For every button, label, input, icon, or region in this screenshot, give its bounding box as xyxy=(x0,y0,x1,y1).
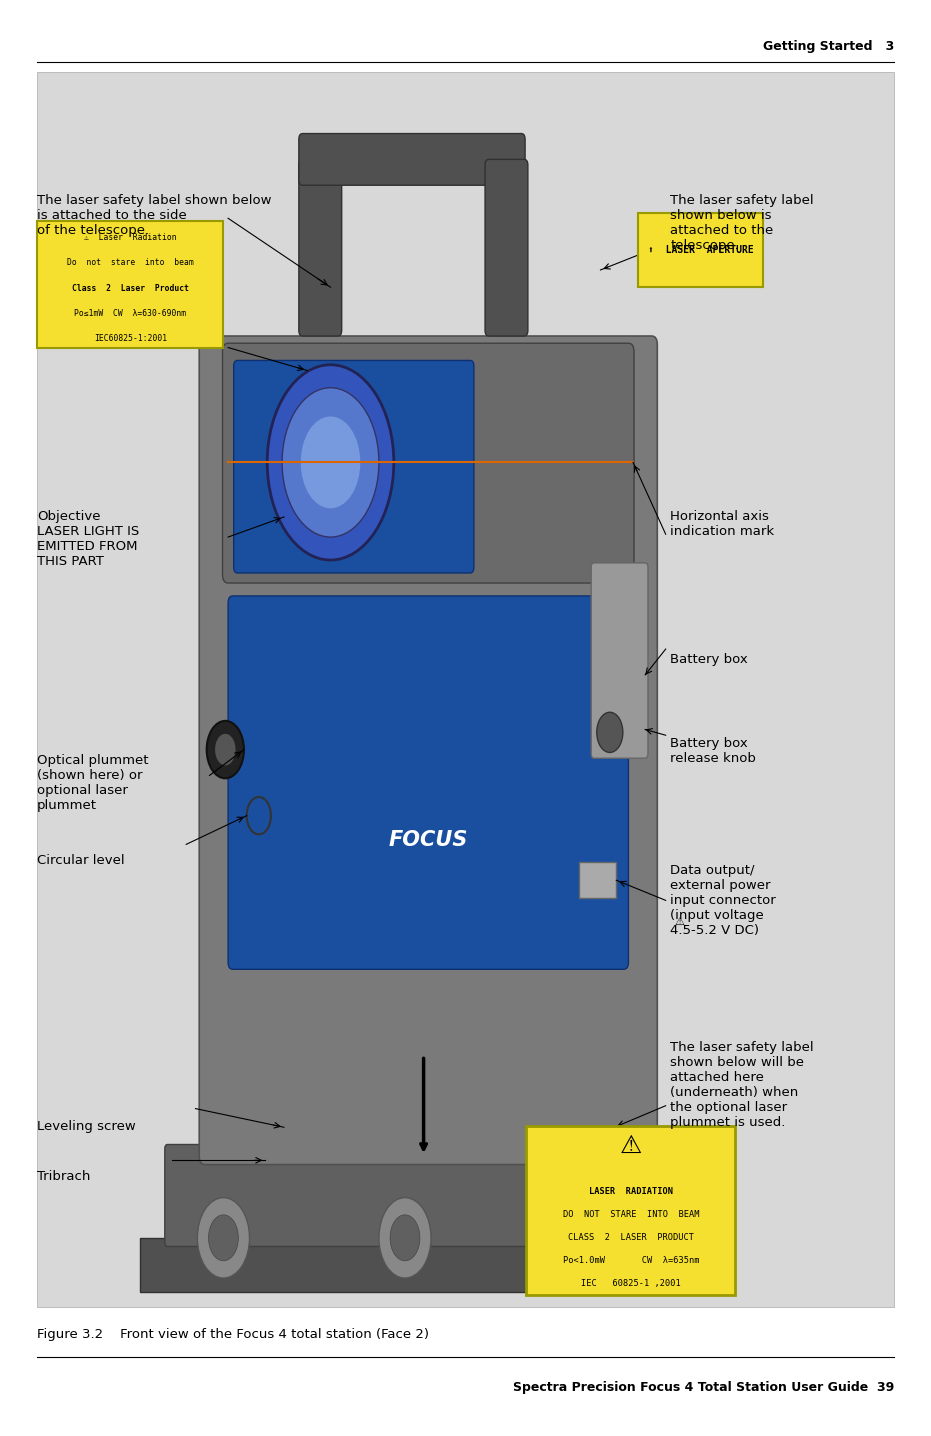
Circle shape xyxy=(390,1215,420,1261)
Text: IEC60825-1:2001: IEC60825-1:2001 xyxy=(94,335,167,343)
Text: ⬆  LASER  APERTURE: ⬆ LASER APERTURE xyxy=(648,246,753,254)
Text: The laser safety label
shown below will be
attached here
(underneath) when
the o: The laser safety label shown below will … xyxy=(670,1041,814,1129)
Text: Tribrach: Tribrach xyxy=(37,1170,90,1183)
Circle shape xyxy=(207,721,244,778)
Text: Class  2  Laser  Product: Class 2 Laser Product xyxy=(72,284,189,293)
Text: IEC   60825-1 ,2001: IEC 60825-1 ,2001 xyxy=(581,1279,681,1288)
FancyBboxPatch shape xyxy=(299,159,342,336)
Circle shape xyxy=(567,1215,597,1261)
Text: ⚠: ⚠ xyxy=(674,918,684,926)
Text: DO  NOT  STARE  INTO  BEAM: DO NOT STARE INTO BEAM xyxy=(562,1211,699,1219)
Text: Objective
LASER LIGHT IS
EMITTED FROM
THIS PART: Objective LASER LIGHT IS EMITTED FROM TH… xyxy=(37,510,140,567)
Text: Battery box
release knob: Battery box release knob xyxy=(670,737,756,764)
FancyBboxPatch shape xyxy=(638,213,763,287)
Text: Horizontal axis
indication mark: Horizontal axis indication mark xyxy=(670,510,775,537)
FancyBboxPatch shape xyxy=(526,1126,735,1295)
Text: Getting Started   3: Getting Started 3 xyxy=(762,40,894,53)
Circle shape xyxy=(379,1198,431,1278)
Circle shape xyxy=(267,365,394,560)
FancyBboxPatch shape xyxy=(165,1144,654,1246)
Text: Figure 3.2    Front view of the Focus 4 total station (Face 2): Figure 3.2 Front view of the Focus 4 tot… xyxy=(37,1328,429,1341)
Circle shape xyxy=(597,712,623,752)
Text: Battery box: Battery box xyxy=(670,653,749,666)
Circle shape xyxy=(282,388,379,537)
Text: FOCUS: FOCUS xyxy=(388,830,468,850)
Circle shape xyxy=(215,734,236,765)
Text: Leveling screw: Leveling screw xyxy=(37,1120,136,1133)
FancyBboxPatch shape xyxy=(228,596,628,969)
Text: Do  not  stare  into  beam: Do not stare into beam xyxy=(67,258,194,267)
Text: Circular level: Circular level xyxy=(37,854,125,867)
FancyBboxPatch shape xyxy=(37,221,223,348)
FancyBboxPatch shape xyxy=(140,1238,680,1292)
Text: The laser safety label
shown below is
attached to the
telescope.: The laser safety label shown below is at… xyxy=(670,194,814,251)
FancyBboxPatch shape xyxy=(579,862,616,898)
Text: Po≤1mW  CW  λ=630-690nm: Po≤1mW CW λ=630-690nm xyxy=(74,309,186,317)
Text: CLASS  2  LASER  PRODUCT: CLASS 2 LASER PRODUCT xyxy=(568,1234,694,1242)
Text: Optical plummet
(shown here) or
optional laser
plummet: Optical plummet (shown here) or optional… xyxy=(37,754,149,811)
Circle shape xyxy=(209,1215,238,1261)
Circle shape xyxy=(556,1198,608,1278)
Text: Po<1.0mW       CW  λ=635nm: Po<1.0mW CW λ=635nm xyxy=(562,1256,699,1265)
Text: ⚠: ⚠ xyxy=(619,1134,642,1159)
Circle shape xyxy=(197,1198,250,1278)
Text: Spectra Precision Focus 4 Total Station User Guide  39: Spectra Precision Focus 4 Total Station … xyxy=(512,1381,894,1394)
FancyBboxPatch shape xyxy=(591,563,648,758)
FancyBboxPatch shape xyxy=(37,72,894,1307)
Circle shape xyxy=(301,416,360,508)
FancyBboxPatch shape xyxy=(199,336,657,1165)
Text: Data output/
external power
input connector
(input voltage
4.5-5.2 V DC): Data output/ external power input connec… xyxy=(670,864,776,938)
FancyBboxPatch shape xyxy=(223,343,634,583)
FancyBboxPatch shape xyxy=(234,360,474,573)
FancyBboxPatch shape xyxy=(485,159,528,336)
Text: LASER  RADIATION: LASER RADIATION xyxy=(588,1188,673,1196)
FancyBboxPatch shape xyxy=(299,134,525,185)
Text: The laser safety label shown below
is attached to the side
of the telescope.: The laser safety label shown below is at… xyxy=(37,194,272,237)
Text: ⚠  Laser  Radiation: ⚠ Laser Radiation xyxy=(84,233,177,243)
